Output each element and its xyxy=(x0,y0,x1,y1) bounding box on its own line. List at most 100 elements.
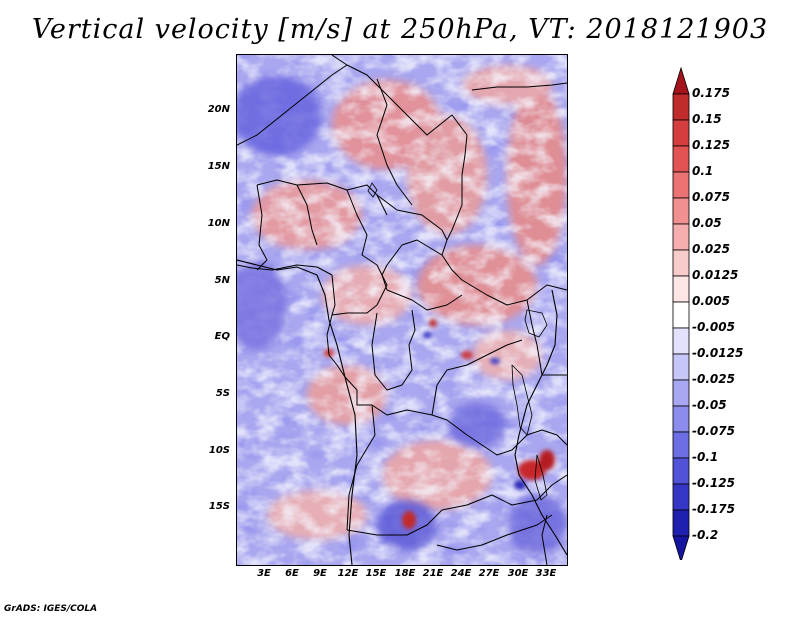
border-line xyxy=(371,309,416,391)
colorbar-segment xyxy=(672,353,690,381)
colorbar-segment xyxy=(672,483,690,511)
colorbar-segment xyxy=(672,301,690,329)
border-line xyxy=(386,289,463,311)
colorbar-segment xyxy=(672,327,690,355)
border-line xyxy=(346,404,376,531)
colorbar-segment xyxy=(672,509,690,537)
footer-credit: GrADS: IGES/COLA xyxy=(4,604,98,614)
colorbar-segment xyxy=(672,145,690,173)
lon-label: 21E xyxy=(422,568,444,579)
colorbar-segment xyxy=(672,249,690,277)
lat-label: 5S xyxy=(215,388,230,399)
colorbar-tick-label: -0.0125 xyxy=(692,346,744,360)
lon-label: 18E xyxy=(394,568,416,579)
colorbar-segment xyxy=(672,405,690,433)
colorbar-tick-label: 0.175 xyxy=(692,86,730,100)
lat-label: 10S xyxy=(208,445,230,456)
lake xyxy=(511,364,533,436)
border-line xyxy=(296,184,318,246)
lon-label: 30E xyxy=(507,568,529,579)
colorbar-tick-label: 0.125 xyxy=(692,138,730,152)
negative-region xyxy=(237,75,322,155)
border-line xyxy=(376,78,413,206)
border-line xyxy=(381,239,443,291)
colorbar-segment xyxy=(672,275,690,303)
colorbar-tick-label: 0.025 xyxy=(692,242,730,256)
border-line xyxy=(541,514,548,565)
strong-downdraft xyxy=(423,332,431,338)
border-line xyxy=(331,55,468,136)
lake xyxy=(534,454,548,501)
lat-label: 5N xyxy=(214,275,230,286)
velocity-map xyxy=(237,55,567,565)
border-line xyxy=(346,494,493,536)
colorbar-segment xyxy=(672,93,690,121)
lon-label: 24E xyxy=(450,568,472,579)
border-line xyxy=(256,184,268,271)
coastline xyxy=(514,289,567,556)
country-borders xyxy=(237,55,567,565)
colorbar-tick-label: -0.075 xyxy=(692,424,735,438)
colorbar-tick-label: -0.05 xyxy=(692,398,727,412)
colorbar-bottom-arrow xyxy=(672,535,690,560)
colorbar-tick-label: -0.2 xyxy=(692,528,719,542)
lon-label: 27E xyxy=(478,568,500,579)
lat-label: EQ xyxy=(214,331,230,342)
colorbar-segment xyxy=(672,431,690,459)
colorbar-segment xyxy=(672,457,690,485)
negative-region xyxy=(237,260,287,350)
border-line xyxy=(237,64,348,146)
border-line xyxy=(237,264,333,276)
colorbar-tick-label: -0.1 xyxy=(692,450,719,464)
border-line xyxy=(431,339,523,416)
lon-label: 12E xyxy=(337,568,359,579)
strong-updraft xyxy=(402,511,416,529)
lon-label: 9E xyxy=(313,568,327,579)
lat-label: 15S xyxy=(208,501,230,512)
border-line xyxy=(526,299,567,376)
colorbar-tick-label: 0.05 xyxy=(692,216,722,230)
colorbar-tick-label: -0.025 xyxy=(692,372,735,386)
colorbar-top-arrow xyxy=(672,66,690,95)
border-line xyxy=(436,514,553,551)
lat-label: 10N xyxy=(207,218,230,229)
border-line xyxy=(326,314,346,378)
colorbar-tick-label: 0.075 xyxy=(692,190,730,204)
colorbar-segment xyxy=(672,379,690,407)
border-line xyxy=(446,134,468,241)
negative-region xyxy=(447,403,507,447)
border-line xyxy=(346,189,388,306)
border-line xyxy=(331,274,378,316)
colorbar-segment xyxy=(672,197,690,225)
colorbar-tick-label: 0.15 xyxy=(692,112,722,126)
lon-label: 6E xyxy=(285,568,299,579)
map-panel xyxy=(236,54,568,566)
strong-updraft xyxy=(461,351,473,359)
lake xyxy=(524,309,548,338)
strong-updraft xyxy=(518,460,546,480)
colorbar-tick-label: 0.0125 xyxy=(692,268,739,282)
border-line xyxy=(471,82,567,91)
lon-label: 3E xyxy=(257,568,271,579)
colorbar-tick-label: -0.125 xyxy=(692,476,735,490)
chart-title: Vertical velocity [m/s] at 250hPa, VT: 2… xyxy=(31,14,769,45)
lat-label: 15N xyxy=(207,161,230,172)
colorbar-tick-label: -0.005 xyxy=(692,320,735,334)
strong-downdraft xyxy=(514,480,526,490)
colorbar-tick-label: -0.175 xyxy=(692,502,735,516)
strong-updraft xyxy=(539,450,555,470)
colorbar-segment xyxy=(672,171,690,199)
colorbar xyxy=(672,66,690,560)
colorbar-segment xyxy=(672,223,690,251)
border-line xyxy=(491,474,567,506)
colorbar-segment xyxy=(672,119,690,147)
lat-label: 20N xyxy=(207,104,230,115)
border-line xyxy=(376,194,463,281)
lon-label: 33E xyxy=(535,568,557,579)
border-line xyxy=(466,429,567,456)
lake xyxy=(367,182,378,198)
strong-updraft xyxy=(429,319,437,327)
border-line xyxy=(461,279,567,306)
strong-downdraft xyxy=(490,358,500,364)
border-line xyxy=(344,376,468,436)
